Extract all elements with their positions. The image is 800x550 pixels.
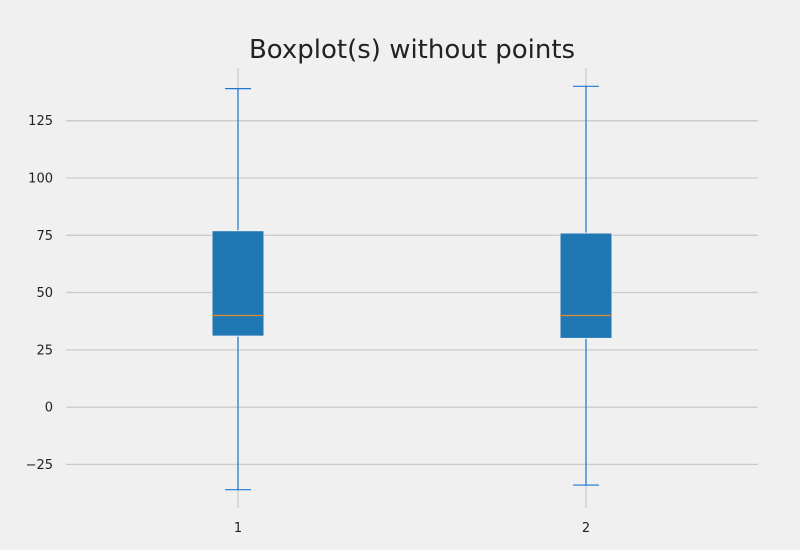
y-tick-label: 100 — [28, 172, 53, 187]
y-tick-label: 50 — [36, 286, 53, 301]
y-tick-label: −25 — [26, 458, 53, 473]
boxes-layer — [211, 85, 613, 491]
x-tick-label: 2 — [582, 521, 590, 536]
x-tick-label: 1 — [234, 521, 242, 536]
iqr-box — [559, 232, 613, 339]
y-tick-label: 75 — [36, 229, 53, 244]
grid-layer — [66, 68, 758, 508]
iqr-box — [211, 230, 265, 337]
box-group — [559, 85, 613, 486]
y-axis-ticks: −25 0 25 50 75 100 125 — [26, 114, 53, 473]
chart-title: Boxplot(s) without points — [249, 35, 575, 65]
y-tick-label: 0 — [45, 401, 53, 416]
y-tick-label: 25 — [36, 343, 53, 358]
box-group — [211, 88, 265, 491]
y-tick-label: 125 — [28, 114, 53, 129]
